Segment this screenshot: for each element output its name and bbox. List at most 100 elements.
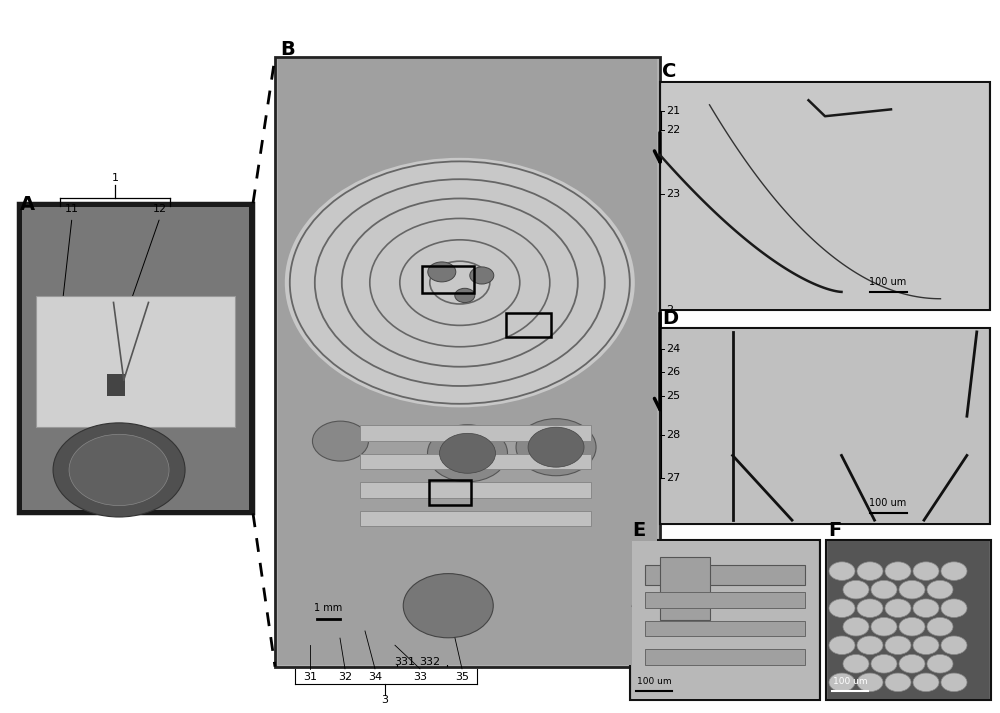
Circle shape — [913, 673, 939, 692]
Text: 12: 12 — [153, 204, 167, 214]
Circle shape — [871, 655, 897, 673]
Circle shape — [516, 419, 596, 476]
Circle shape — [899, 580, 925, 599]
Text: 332: 332 — [419, 657, 441, 667]
Text: 100 um: 100 um — [869, 498, 907, 508]
Bar — [662, 83, 988, 309]
Circle shape — [69, 434, 169, 506]
Circle shape — [941, 599, 967, 617]
Circle shape — [871, 617, 897, 636]
Text: 34: 34 — [368, 672, 382, 682]
Text: 11: 11 — [65, 204, 79, 214]
Text: F: F — [828, 520, 841, 540]
Text: 23: 23 — [666, 189, 680, 199]
Bar — [645, 565, 805, 585]
Text: 24: 24 — [666, 344, 680, 354]
Circle shape — [913, 636, 939, 655]
Bar — [275, 57, 660, 667]
Circle shape — [885, 673, 911, 692]
Circle shape — [885, 636, 911, 655]
Circle shape — [941, 636, 967, 655]
Text: 33: 33 — [413, 672, 427, 682]
Circle shape — [843, 655, 869, 673]
Circle shape — [885, 562, 911, 580]
Bar — [360, 425, 591, 441]
Text: B: B — [280, 40, 295, 59]
Circle shape — [428, 425, 508, 482]
Bar — [630, 540, 820, 700]
Text: 331: 331 — [394, 657, 416, 667]
Circle shape — [843, 580, 869, 599]
Circle shape — [428, 262, 456, 282]
Text: 21: 21 — [666, 106, 680, 116]
Text: 26: 26 — [666, 367, 680, 377]
Text: 32: 32 — [338, 672, 352, 682]
Text: 25: 25 — [666, 391, 680, 401]
Circle shape — [53, 423, 185, 517]
Bar — [506, 312, 551, 337]
Circle shape — [857, 673, 883, 692]
Circle shape — [285, 158, 635, 407]
Bar — [662, 329, 988, 523]
Circle shape — [829, 562, 855, 580]
Circle shape — [403, 573, 493, 637]
Circle shape — [857, 636, 883, 655]
Text: 1 mm: 1 mm — [314, 603, 342, 613]
Bar — [107, 374, 125, 396]
Bar — [632, 541, 818, 699]
Bar — [36, 297, 235, 426]
Circle shape — [857, 562, 883, 580]
Circle shape — [913, 599, 939, 617]
Text: 31: 31 — [303, 672, 317, 682]
Circle shape — [528, 427, 584, 467]
Circle shape — [927, 617, 953, 636]
Bar — [360, 511, 591, 526]
Circle shape — [440, 434, 496, 473]
Circle shape — [941, 562, 967, 580]
Circle shape — [829, 636, 855, 655]
Text: 27: 27 — [666, 473, 680, 483]
Circle shape — [871, 580, 897, 599]
Text: A: A — [20, 195, 35, 214]
Bar — [645, 620, 805, 636]
Bar — [645, 649, 805, 665]
Text: D: D — [662, 309, 678, 328]
Circle shape — [829, 599, 855, 617]
Circle shape — [927, 655, 953, 673]
Circle shape — [829, 673, 855, 692]
Bar — [826, 540, 991, 700]
Bar — [360, 482, 591, 498]
Circle shape — [899, 617, 925, 636]
Bar — [660, 82, 990, 310]
Text: 100 um: 100 um — [869, 277, 907, 287]
Bar — [429, 480, 471, 505]
Bar — [645, 592, 805, 607]
Bar — [22, 207, 249, 510]
Text: 22: 22 — [666, 125, 680, 135]
Text: 35: 35 — [455, 672, 469, 682]
Circle shape — [857, 599, 883, 617]
Circle shape — [899, 655, 925, 673]
Bar — [360, 453, 591, 469]
Circle shape — [927, 580, 953, 599]
Circle shape — [885, 599, 911, 617]
Text: C: C — [662, 61, 676, 81]
Bar — [660, 558, 710, 620]
Bar — [278, 59, 657, 665]
Circle shape — [455, 288, 475, 302]
Circle shape — [312, 421, 368, 461]
Circle shape — [913, 562, 939, 580]
Circle shape — [941, 673, 967, 692]
Bar — [18, 203, 253, 513]
Text: E: E — [632, 520, 645, 540]
Bar — [828, 541, 989, 699]
Text: 1: 1 — [112, 173, 119, 183]
Text: 100 um: 100 um — [637, 677, 671, 686]
Text: 100 um: 100 um — [833, 677, 867, 686]
Text: 3: 3 — [382, 695, 388, 705]
Bar — [422, 266, 474, 293]
Text: 28: 28 — [666, 430, 680, 440]
Bar — [660, 328, 990, 524]
Circle shape — [470, 267, 494, 284]
Text: 2: 2 — [666, 305, 673, 315]
